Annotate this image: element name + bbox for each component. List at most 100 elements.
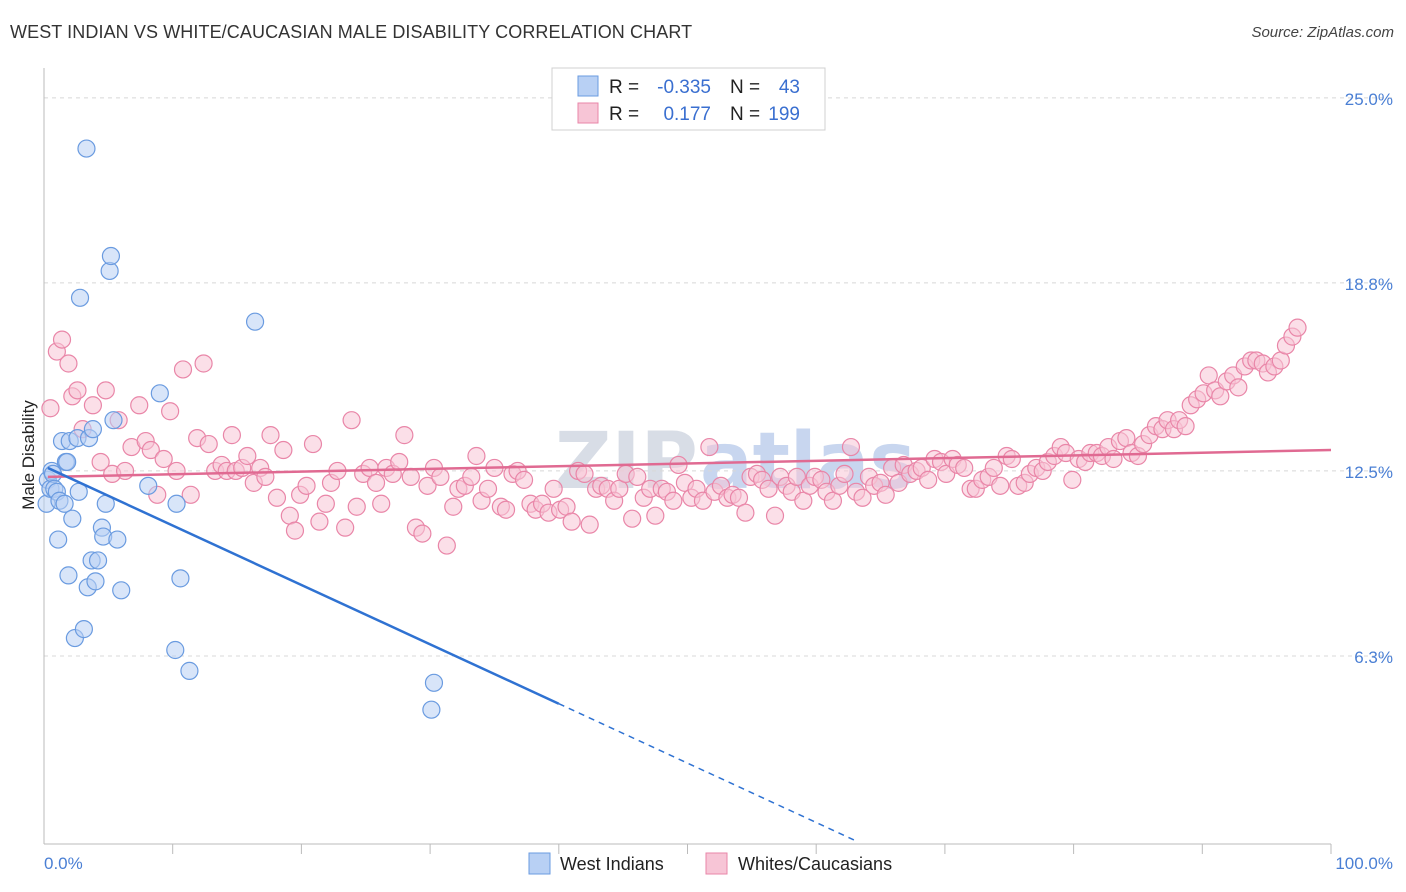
west-indians-point-34 [108,530,127,549]
whites-caucasians-point-35 [256,467,275,486]
whites-caucasians-point-158 [991,476,1010,495]
west-indians-point-37 [150,384,169,403]
legend-n-label-1: N = [730,77,760,98]
whites-caucasians-point-83 [544,479,563,498]
bottom-legend-swatch-whites [705,852,728,875]
west-indians-point-19 [70,288,90,307]
whites-caucasians-point-89 [580,515,599,534]
west-indians-point-42 [245,312,265,331]
whites-caucasians-point-124 [787,467,806,486]
legend-r-label-2: R = [609,104,639,125]
whites-caucasians-point-152 [955,458,974,478]
west-indians-point-26 [86,572,105,591]
gridlines [44,97,1395,657]
whites-caucasians-point-36 [261,426,280,445]
whites-caucasians-point-54 [372,494,391,513]
whites-caucasians-point-43 [303,434,323,454]
whites-caucasians-point-120 [765,506,785,525]
whites-caucasians-point-44 [310,512,329,531]
whites-caucasians-point-139 [876,485,895,504]
trend-lines [47,448,1332,842]
x-tick-marks [172,844,1332,854]
west-indians-point-10 [55,494,74,513]
whites-caucasians-point-48 [336,518,355,537]
y-tick-labels: 6.3% 12.5% 18.8% 25.0% [1345,90,1393,667]
bottom-legend-swatch-west-indians [528,852,551,875]
whites-caucasians-point-2 [52,330,72,349]
west-indians-point-21 [77,139,96,158]
y-tick-label-2: 18.8% [1345,275,1393,294]
trend-line-whites-caucasians [47,448,1332,479]
whites-caucasians-point-49 [342,411,361,430]
legend-n-label-2: N = [730,104,760,125]
whites-caucasians-point-177 [1104,449,1123,469]
whites-caucasians-point-29 [222,426,242,445]
legend-n-value-2: 199 [768,104,800,125]
west-indians-point-25 [83,420,103,439]
west-indians-point-38 [166,640,185,660]
west-indians-point-44 [424,673,444,692]
whites-caucasians-point-14 [130,396,149,415]
west-indians-point-20 [74,620,93,639]
west-indians-point-36 [139,476,158,495]
whites-caucasians-point-32 [238,446,257,466]
whites-caucasians-point-42 [297,476,316,495]
west-indians-point-40 [171,569,190,588]
whites-caucasians-point-146 [919,470,938,489]
x-tick-label-min: 0.0% [44,854,83,873]
whites-caucasians-point-198 [1229,378,1248,397]
whites-caucasians-point-78 [514,470,534,489]
trend-line-west-indians [47,466,560,705]
trend-line-west-indians-extension [558,703,856,842]
whites-caucasians-point-86 [562,512,581,531]
west-indians-point-35 [112,581,131,600]
whites-caucasians-point-65 [437,536,456,555]
y-tick-label-3: 25.0% [1345,90,1393,109]
west-indians-point-32 [101,246,121,266]
whites-caucasians-point-3 [59,354,78,373]
legend-r-label-1: R = [609,77,639,98]
whites-caucasians-point-40 [285,521,305,540]
whites-caucasians-point-64 [431,467,450,486]
whites-caucasians-point-75 [496,500,516,519]
west-indians-point-13 [59,566,78,585]
legend-swatch-west-indians [577,75,599,97]
legend-n-value-1: 43 [779,77,800,98]
whites-caucasians-point-66 [444,497,463,516]
series-legend: West Indians Whites/Caucasians [528,852,892,875]
whites-caucasians-point-72 [478,479,498,498]
whites-caucasians-point-96 [623,509,642,528]
x-tick-label-max: 100.0% [1335,854,1393,873]
whites-caucasians-point-160 [1002,449,1021,469]
whites-caucasians-point-189 [1176,417,1195,436]
whites-caucasians-point-157 [984,458,1003,478]
whites-caucasians-point-37 [267,488,287,507]
whites-caucasians-point-97 [628,467,647,486]
whites-caucasians-point-20 [167,461,186,481]
whites-caucasians-point-9 [96,381,115,400]
whites-caucasians-point-69 [462,467,481,486]
whites-caucasians-point-70 [467,446,486,466]
whites-caucasians-point-103 [664,491,683,510]
whites-caucasians-point-57 [390,452,409,472]
legend-r-value-1: -0.335 [657,77,711,98]
source-label: Source: ZipAtlas.com [1251,24,1394,41]
west-indians-point-7 [49,530,68,549]
west-indians-point-15 [63,509,82,528]
whites-caucasians-point-18 [154,449,173,469]
whites-caucasians-point-53 [366,473,386,492]
y-tick-label-1: 12.5% [1345,463,1393,482]
west-indians-point-12 [58,452,77,472]
west-indians-point-43 [422,700,441,719]
whites-caucasians-point-100 [646,506,665,525]
whites-caucasians-point-115 [736,503,755,522]
whites-caucasians-point-0 [41,399,60,418]
whites-caucasians-point-58 [395,426,414,445]
whites-caucasians-point-59 [401,467,420,486]
series-west-indians-points [37,139,444,719]
whites-caucasians-point-45 [316,494,335,513]
whites-caucasians-point-50 [347,497,366,516]
west-indians-point-39 [167,494,186,513]
legend-swatch-whites [577,102,599,124]
